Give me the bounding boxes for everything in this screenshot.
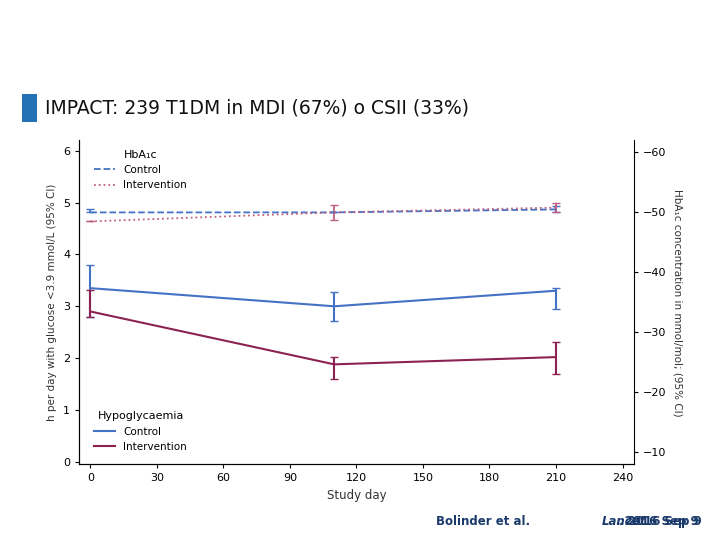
X-axis label: Study day: Study day <box>327 489 386 502</box>
Y-axis label: HbA₁c concentration in mmol/mol; (95% CI): HbA₁c concentration in mmol/mol; (95% CI… <box>672 188 683 416</box>
Y-axis label: h per day with glucose <3.9 mmol/L (95% CI): h per day with glucose <3.9 mmol/L (95% … <box>48 184 58 421</box>
Text: Lancet: Lancet <box>601 515 646 528</box>
Bar <box>22 94 37 122</box>
Legend: Control, Intervention: Control, Intervention <box>90 407 192 456</box>
Text: . 2016 Sep 9: . 2016 Sep 9 <box>616 515 698 528</box>
Text: . 2016 Sep 9: . 2016 Sep 9 <box>619 515 702 528</box>
Text: FGM: RCT: FGM: RCT <box>281 28 439 56</box>
Text: IMPACT: 239 T1DM in MDI (67%) o CSII (33%): IMPACT: 239 T1DM in MDI (67%) o CSII (33… <box>45 98 469 118</box>
Text: Bolinder et al.: Bolinder et al. <box>436 515 534 528</box>
